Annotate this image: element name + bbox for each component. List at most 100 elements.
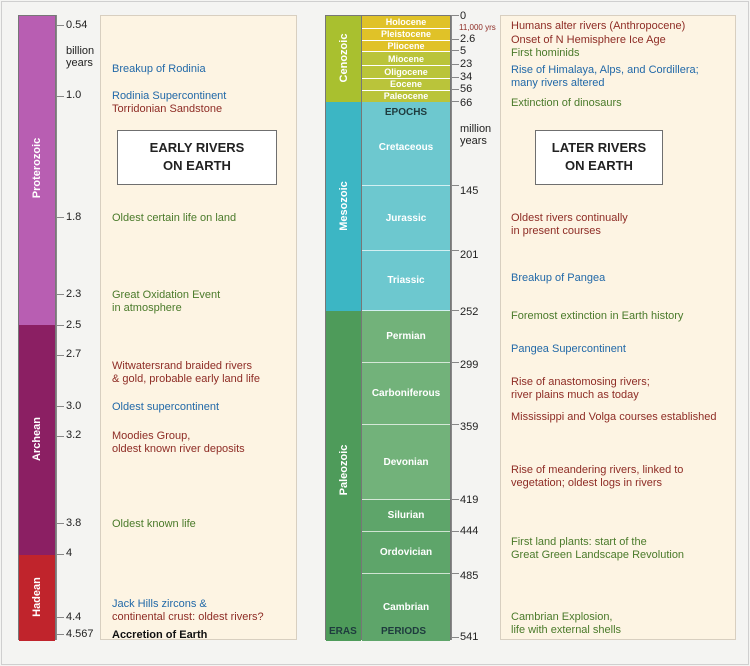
epoch-band-tertiary: [362, 51, 450, 102]
right-tick-label: 145: [460, 185, 479, 197]
left-tick-mark: [56, 554, 64, 555]
right-tick-label: 359: [460, 421, 479, 433]
left-tick-label: 4.567: [66, 628, 94, 640]
period-jurassic: Jurassic: [362, 186, 450, 251]
left-event-panel: [100, 15, 297, 640]
period-ordovician: Ordovician: [362, 532, 450, 574]
left-tick-label: 3.2: [66, 429, 82, 441]
era-label-cenozoic: Cenozoic: [338, 33, 350, 83]
periods-footer-label: PERIODS: [381, 626, 427, 637]
period-silurian: Silurian: [362, 500, 450, 532]
right-tick-mark: [451, 499, 459, 500]
right-tick-label: 5: [460, 45, 467, 57]
left-title-box: EARLY RIVERS ON EARTH: [117, 130, 277, 185]
right-title-box: LATER RIVERS ON EARTH: [535, 130, 663, 185]
right-tick-label: 0: [460, 10, 467, 22]
epoch-separator: [362, 78, 450, 79]
left-event: Accretion of Earth: [112, 629, 208, 641]
left-event: continental crust: oldest rivers?: [112, 611, 264, 623]
left-tick-mark: [56, 436, 64, 437]
left-tick-mark: [56, 96, 64, 97]
right-event: Rise of anastomosing rivers; river plain…: [511, 376, 650, 401]
eon-archean: [19, 325, 55, 555]
right-event: Onset of N Hemisphere Ice Age: [511, 34, 666, 46]
left-event: Torridonian Sandstone: [112, 103, 223, 115]
right-tick-mark: [451, 101, 459, 102]
right-event-panel: [500, 15, 736, 640]
period-carboniferous: Carboniferous: [362, 363, 450, 425]
left-event: Great Oxidation Event in atmosphere: [112, 289, 221, 314]
right-tick-mark: [451, 50, 459, 51]
period-cretaceous: Cretaceous: [362, 102, 450, 186]
epoch-oligocene: Oligocene: [384, 67, 428, 77]
right-event: Rise of meandering rivers, linked to veg…: [511, 464, 684, 489]
left-tick-mark: [56, 617, 64, 618]
period-permian: Permian: [362, 311, 450, 363]
left-event: Witwatersrand braided rivers & gold, pro…: [112, 360, 260, 385]
right-tick-label: 299: [460, 359, 479, 371]
period-triassic: Triassic: [362, 251, 450, 311]
left-tick-mark: [56, 523, 64, 524]
right-tick-label: 444: [460, 525, 479, 537]
left-tick-mark: [56, 325, 64, 326]
left-tick-label: 2.5: [66, 319, 82, 331]
right-tick-mark: [451, 64, 459, 65]
right-tick-mark: [451, 424, 459, 425]
right-tick-label: 252: [460, 306, 479, 318]
left-event: Oldest supercontinent: [112, 401, 220, 413]
right-tick-label: 541: [460, 631, 479, 643]
right-tick-label: 419: [460, 494, 479, 506]
left-tick-label: 0.54: [66, 19, 88, 31]
eon-label-hadean: Hadean: [31, 577, 43, 617]
right-timescale-axis: [451, 15, 452, 640]
left-tick-label: 2.7: [66, 348, 82, 360]
eon-proterozoic: [19, 16, 55, 325]
left-event: Oldest certain life on land: [112, 212, 237, 224]
right-event: Foremost extinction in Earth history: [511, 310, 684, 322]
epoch-paleocene: Paleocene: [383, 91, 429, 101]
eon-hadean: [19, 555, 55, 641]
epoch-pliocene: Pliocene: [387, 41, 425, 51]
right-tick-mark: [451, 39, 459, 40]
right-tick-label: 66: [460, 97, 473, 109]
right-tick-mark: [451, 310, 459, 311]
right-tick-mark: [451, 89, 459, 90]
left-tick-label: 1.8: [66, 211, 82, 223]
right-tick-mark: [451, 77, 459, 78]
right-tick-label: 23: [460, 58, 473, 70]
right-unit-label: million years: [460, 123, 492, 148]
left-tick-label: 1.0: [66, 89, 82, 101]
epoch-separator: [362, 40, 450, 41]
right-event: Rise of Himalaya, Alps, and Cordillera; …: [511, 64, 699, 89]
right-tick-label: 201: [460, 249, 479, 261]
left-timescale-axis: [56, 15, 57, 640]
right-event: Mississippi and Volga courses establishe…: [511, 411, 717, 423]
left-tick-mark: [56, 25, 64, 26]
left-tick-mark: [56, 355, 64, 356]
period-bar: Holocene Pleistocene Pliocene Miocene Ol…: [362, 15, 451, 641]
left-tick-label: 3.8: [66, 517, 82, 529]
left-event: Breakup of Rodinia: [112, 63, 206, 75]
left-event: Moodies Group, oldest known river deposi…: [112, 430, 245, 455]
era-bar: [325, 15, 362, 641]
right-event: Humans alter rivers (Anthropocene): [511, 20, 686, 32]
right-tick-label: 56: [460, 83, 473, 95]
left-event: Oldest known life: [112, 518, 196, 530]
right-tick-mark: [451, 15, 459, 16]
right-tick-label: 2.6: [460, 33, 476, 45]
period-cambrian: Cambrian: [362, 574, 450, 641]
right-event: Oldest rivers continually in present cou…: [511, 212, 628, 237]
right-tick-mark: [451, 185, 459, 186]
left-tick-mark: [56, 406, 64, 407]
right-event: Cambrian Explosion, life with external s…: [511, 611, 622, 636]
epoch-eocene: Eocene: [389, 79, 422, 89]
eon-label-archean: Archean: [31, 416, 43, 462]
epoch-separator: [362, 28, 450, 29]
era-paleozoic: [326, 311, 361, 641]
right-event: Pangea Supercontinent: [511, 343, 626, 355]
right-event: First land plants: start of the Great Gr…: [511, 536, 685, 561]
left-tick-mark: [56, 294, 64, 295]
holocene-years-label: 11,000 yrs: [459, 23, 496, 32]
epoch-miocene: Miocene: [387, 54, 424, 64]
right-event: First hominids: [511, 47, 580, 59]
